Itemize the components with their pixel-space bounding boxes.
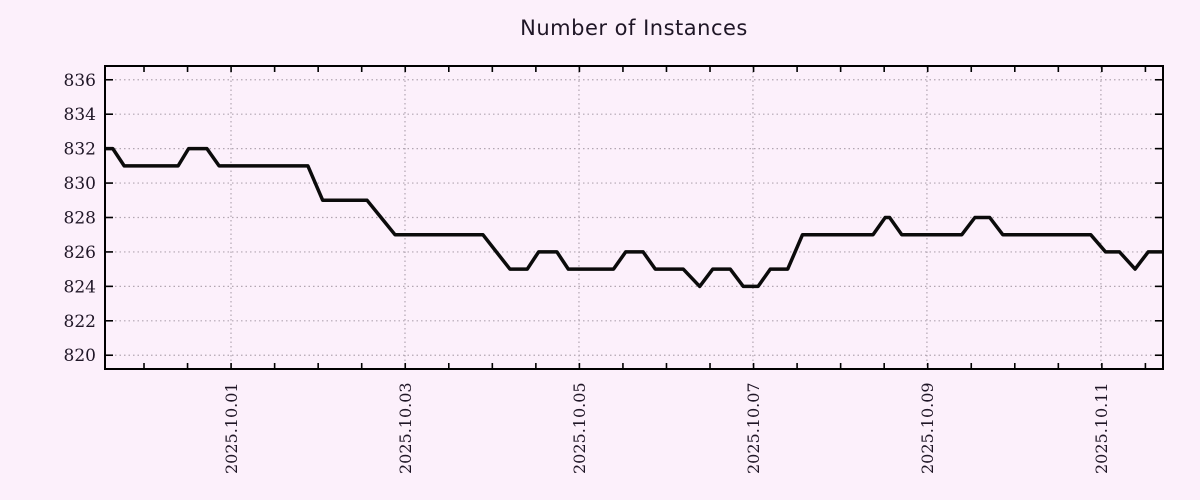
x-tick-label: 2025.10.07 [744, 382, 763, 474]
y-tick-label: 822 [64, 312, 96, 332]
y-tick-label: 830 [64, 174, 96, 194]
plot-border-rect [104, 65, 1164, 370]
y-tick-label: 834 [64, 105, 96, 125]
y-tick-label: 828 [64, 209, 96, 229]
y-tick-label: 836 [64, 71, 96, 91]
y-tick-label: 826 [64, 243, 96, 263]
x-tick-label: 2025.10.05 [570, 382, 589, 474]
x-tick-labels: 2025.10.01 2025.10.03 2025.10.05 2025.10.07… [222, 382, 1111, 474]
y-tick-label: 832 [64, 140, 96, 160]
series-lines [105, 146, 1163, 289]
y-tick-labels: 836 834 832 830 828 826 824 822 820 [64, 71, 96, 366]
series-line [105, 146, 1163, 289]
x-tick-label: 2025.10.01 [222, 382, 241, 474]
gridlines [106, 67, 1162, 368]
chart-title: Number of Instances [520, 16, 748, 40]
plot-border [104, 65, 1164, 370]
x-tick-label: 2025.10.09 [918, 382, 937, 474]
x-tick-label: 2025.10.11 [1092, 382, 1111, 474]
x-tick-label: 2025.10.03 [396, 382, 415, 474]
y-tick-label: 820 [64, 346, 96, 366]
y-tick-label: 824 [64, 277, 96, 297]
